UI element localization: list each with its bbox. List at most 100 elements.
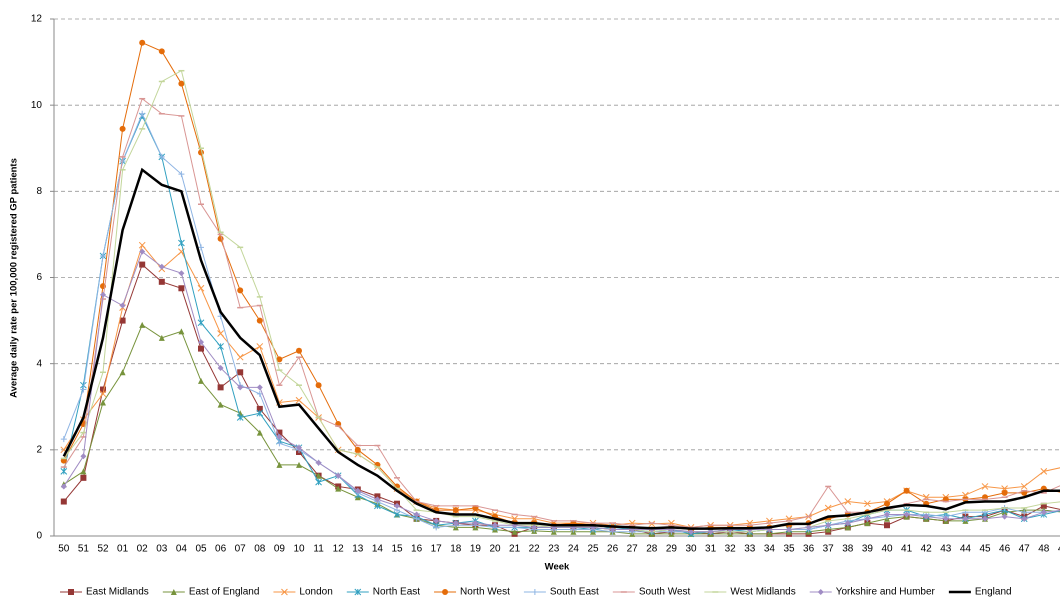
marker [374, 496, 381, 503]
x-tick-label: 36 [803, 544, 815, 555]
x-tick-label: 42 [921, 544, 933, 555]
marker [139, 248, 146, 255]
marker [217, 343, 224, 350]
marker [1021, 509, 1028, 516]
marker [276, 429, 283, 436]
marker [315, 478, 322, 486]
x-tick-label: 37 [823, 544, 835, 555]
x-tick-label: 07 [235, 544, 247, 555]
marker [256, 409, 264, 417]
x-tick-label: 31 [705, 544, 717, 555]
x-tick-label: 38 [842, 544, 854, 555]
x-tick-label: 27 [627, 544, 639, 555]
marker [178, 328, 185, 335]
marker [217, 364, 224, 371]
y-tick-label: 12 [31, 14, 43, 25]
marker [923, 513, 930, 520]
y-tick-label: 8 [36, 186, 42, 197]
legend-label: South West [639, 587, 691, 598]
legend-item: Yorkshire and Humber [809, 587, 936, 598]
marker [119, 317, 126, 324]
marker [237, 410, 244, 417]
marker [276, 433, 283, 440]
x-axis-title: Week [545, 562, 570, 573]
marker [100, 291, 106, 298]
legend-label: West Midlands [730, 587, 795, 598]
marker [256, 317, 263, 324]
marker [198, 244, 204, 251]
series-line [63, 112, 1060, 533]
y-tick-label: 10 [31, 100, 43, 111]
x-tick-label: 50 [58, 544, 70, 555]
marker [864, 500, 871, 508]
x-tick-label: 06 [215, 544, 227, 555]
marker [158, 278, 165, 285]
marker [315, 459, 322, 466]
y-tick-label: 2 [36, 444, 42, 455]
marker [217, 384, 224, 391]
x-tick-label: 14 [372, 544, 384, 555]
marker [139, 261, 146, 268]
marker [158, 48, 165, 55]
marker [256, 405, 263, 412]
x-tick-label: 26 [607, 544, 619, 555]
marker [158, 153, 165, 160]
marker [197, 284, 205, 292]
marker [119, 369, 126, 376]
series-line [63, 69, 1060, 533]
marker [433, 524, 440, 531]
marker [825, 522, 832, 529]
marker [119, 125, 126, 132]
legend-label: North West [460, 587, 510, 598]
marker [276, 440, 283, 447]
marker [472, 520, 479, 527]
marker [256, 390, 263, 397]
marker [178, 270, 185, 277]
marker [1001, 513, 1008, 520]
marker [844, 524, 851, 531]
x-tick-label: 34 [764, 544, 776, 555]
marker [139, 39, 146, 46]
marker [805, 524, 812, 531]
marker [433, 517, 440, 524]
x-tick-label: 43 [940, 544, 952, 555]
marker [531, 524, 538, 531]
marker [178, 80, 185, 87]
marker [256, 429, 263, 436]
legend-label: Yorkshire and Humber [836, 587, 936, 598]
marker [158, 334, 165, 341]
x-tick-label: 11 [313, 544, 324, 555]
marker [766, 530, 773, 537]
x-tick-label: 41 [901, 544, 913, 555]
marker [864, 515, 871, 522]
marker [178, 171, 185, 178]
x-tick-label: 24 [568, 544, 580, 555]
x-tick-label: 19 [470, 544, 482, 555]
marker [707, 528, 714, 535]
marker [981, 483, 989, 490]
legend-label: South East [550, 587, 599, 598]
marker [100, 252, 106, 259]
x-tick-label: 32 [725, 544, 737, 555]
marker [295, 396, 303, 404]
marker [962, 515, 969, 522]
y-tick-label: 4 [36, 358, 42, 369]
marker [198, 149, 204, 156]
marker [492, 522, 498, 529]
marker [884, 500, 890, 507]
series [60, 248, 1060, 535]
x-tick-label: 08 [254, 544, 266, 555]
legend-item: East of England [162, 587, 259, 598]
series-line [63, 250, 1060, 533]
series [60, 112, 1060, 538]
x-tick-label: 52 [97, 544, 109, 555]
y-tick-label: 6 [36, 272, 42, 283]
x-tick-label: 16 [411, 544, 423, 555]
x-tick-label: 02 [137, 544, 149, 555]
y-tick-label: 0 [36, 531, 42, 542]
legend-label: North East [373, 587, 420, 598]
marker [198, 339, 204, 346]
x-tick-label: 46 [999, 544, 1011, 555]
marker [178, 285, 185, 292]
marker [236, 353, 244, 361]
